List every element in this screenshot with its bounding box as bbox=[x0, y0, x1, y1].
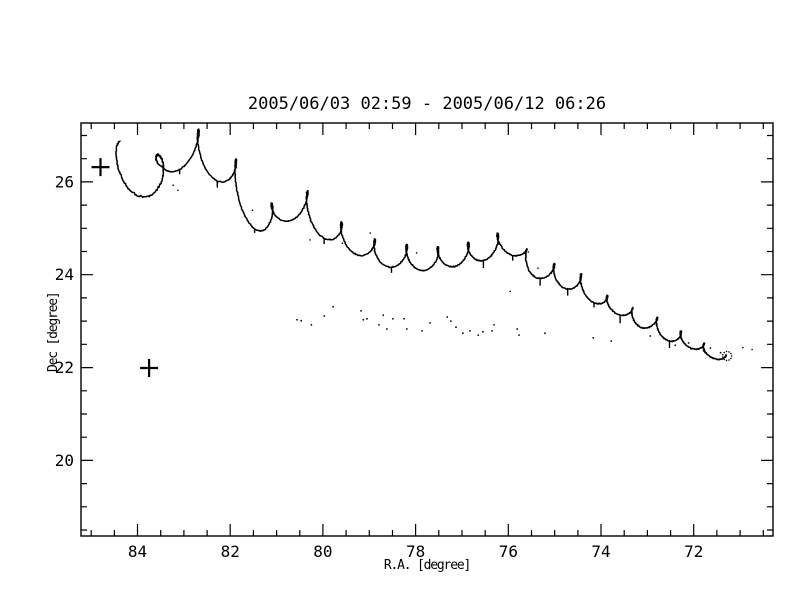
end-dotted-circle bbox=[722, 350, 733, 362]
y-tick-label-22: 22 bbox=[55, 358, 74, 377]
y-axis-ticks bbox=[81, 134, 773, 531]
secondary-dotted-trail bbox=[296, 305, 722, 354]
x-tick-label-72: 72 bbox=[684, 542, 703, 561]
plus-marker-2 bbox=[140, 359, 159, 377]
x-axis-title: R.A. [degree] bbox=[383, 558, 471, 573]
x-tick-label-78: 78 bbox=[406, 542, 425, 561]
y-tick-label-26: 26 bbox=[55, 172, 74, 191]
x-tick-label-84: 84 bbox=[128, 542, 147, 561]
axis-box bbox=[80, 122, 774, 537]
x-tick-label-80: 80 bbox=[313, 542, 332, 561]
stray-dots bbox=[172, 184, 753, 351]
y-tick-label-20: 20 bbox=[55, 451, 74, 470]
main-trajectory-path bbox=[115, 128, 728, 361]
plus-marker-1 bbox=[91, 158, 110, 177]
x-tick-label-74: 74 bbox=[591, 542, 610, 561]
x-tick-label-82: 82 bbox=[221, 542, 240, 561]
trajectory-cusp-spikes bbox=[178, 169, 671, 348]
x-tick-label-76: 76 bbox=[499, 542, 518, 561]
y-tick-label-24: 24 bbox=[55, 265, 74, 284]
x-axis-ticks bbox=[90, 123, 764, 536]
plot-title: 2005/06/03 02:59 - 2005/06/12 06:26 bbox=[247, 94, 607, 114]
